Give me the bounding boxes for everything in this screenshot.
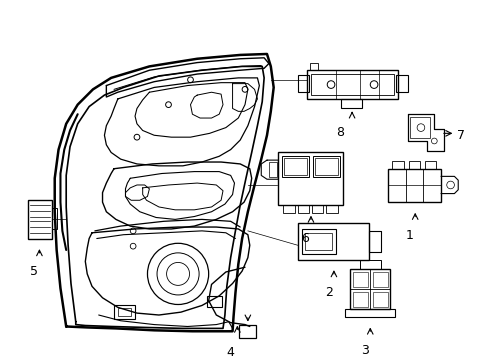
Bar [239,325,256,338]
Bar [373,272,389,287]
Text: 2: 2 [325,286,333,299]
Bar [114,305,135,319]
Bar [312,205,323,213]
Bar [313,156,340,177]
Text: 8: 8 [337,126,344,139]
Bar [28,200,52,239]
Bar [345,309,395,317]
Bar [353,292,368,307]
Bar [282,156,309,177]
Bar [389,169,441,202]
Bar [305,233,332,250]
Bar [326,205,338,213]
Bar [373,292,389,307]
Text: 1: 1 [406,229,414,242]
Bar [284,158,307,175]
Bar [360,260,381,269]
Bar [310,63,318,70]
Bar [315,158,338,175]
Bar [409,161,420,169]
Bar [207,296,222,307]
Text: 4: 4 [227,346,235,359]
Bar [297,223,369,260]
Bar [350,269,391,309]
Bar [283,205,294,213]
Bar [297,205,309,213]
Bar [52,208,57,229]
Bar [425,161,436,169]
Text: 6: 6 [301,232,309,245]
Bar [269,162,276,177]
Bar [302,229,336,254]
Text: 5: 5 [30,265,38,278]
Bar [278,153,343,205]
Bar [411,117,430,138]
Bar [311,74,394,95]
Bar [118,308,131,316]
Bar [307,70,398,99]
Text: 7: 7 [457,129,465,142]
Text: 3: 3 [361,344,368,357]
Bar [396,75,408,92]
Bar [353,272,368,287]
Bar [392,161,404,169]
Bar [297,75,309,92]
Bar [341,99,362,108]
